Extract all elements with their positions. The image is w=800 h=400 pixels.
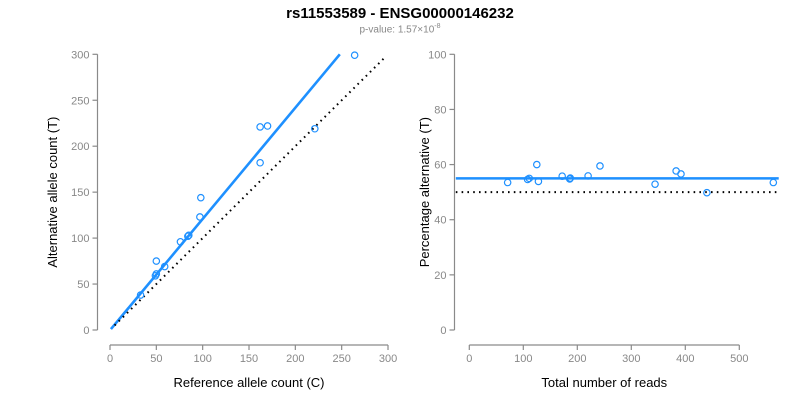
data-point (152, 257, 161, 265)
y-tick-label: 80 (434, 104, 446, 116)
right-scatter-plot: 0 20 40 60 80 100 0 100 200 300 400 500 Total number… (417, 49, 779, 390)
y-axis-title: Alternative allele count (T) (45, 117, 60, 268)
data-point (160, 262, 169, 271)
data-point (256, 123, 264, 131)
x-tick-label: 500 (730, 353, 748, 365)
data-point (176, 237, 185, 246)
x-tick-label: 200 (286, 353, 304, 365)
data-point (152, 270, 161, 278)
data-point (703, 188, 711, 197)
y-tick-label: 0 (83, 325, 89, 337)
pvalue-text: p-value: 1.57×10 (359, 24, 435, 36)
x-tick-label: 400 (676, 353, 694, 365)
data-point (263, 122, 272, 130)
data-point (534, 177, 543, 186)
x-axis-title: Total number of reads (541, 375, 667, 390)
x-tick-label: 300 (379, 353, 397, 365)
data-point (184, 231, 193, 240)
data-point (525, 174, 534, 183)
y-tick-label: 40 (434, 215, 446, 227)
y-tick-label: 50 (77, 279, 89, 291)
data-point (523, 175, 532, 184)
y-tick-label: 200 (71, 141, 89, 153)
data-point (184, 232, 192, 241)
x-tick-label: 150 (240, 353, 258, 365)
x-tick-label: 100 (193, 353, 211, 365)
x-tick-label: 50 (150, 353, 162, 365)
data-point (566, 174, 575, 182)
x-tick-label: 100 (514, 353, 532, 365)
y-tick-label: 300 (71, 49, 89, 61)
x-axis-title: Reference allele count (C) (173, 375, 324, 390)
x-tick-label: 0 (466, 353, 472, 365)
data-point (311, 124, 319, 133)
x-tick-label: 300 (622, 353, 640, 365)
data-point (677, 170, 685, 178)
data-point (197, 193, 205, 202)
y-tick-label: 250 (71, 95, 89, 107)
x-tick-label: 250 (332, 353, 350, 365)
data-point (136, 291, 145, 299)
y-tick-label: 20 (434, 270, 446, 282)
y-axis-title: Percentage alternative (T) (417, 117, 432, 267)
y-tick-label: 100 (428, 49, 446, 61)
regression-line (109, 53, 341, 330)
y-tick-label: 60 (434, 160, 446, 172)
y-tick-label: 0 (440, 325, 446, 337)
data-point (503, 178, 512, 187)
data-point (532, 160, 541, 169)
data-point (769, 178, 778, 187)
x-tick-label: 0 (107, 353, 113, 365)
y-tick-label: 100 (71, 233, 89, 245)
data-point (584, 172, 592, 180)
pvalue-subtitle: p-value: 1.57×10-8 (0, 23, 800, 35)
pvalue-exponent: -8 (434, 23, 441, 30)
data-point (196, 213, 204, 221)
data-point (596, 162, 604, 170)
page-title: rs11553589 - ENSG00000146232 (286, 5, 514, 22)
data-point (651, 180, 659, 188)
data-point (350, 51, 359, 60)
data-point (558, 172, 566, 180)
left-scatter-plot: 0 50 100 150 200 250 300 0 50 100 150 200 250 300 Refe… (45, 49, 397, 390)
data-point (256, 158, 264, 167)
identity-line (113, 55, 387, 327)
y-tick-label: 150 (71, 187, 89, 199)
x-tick-label: 200 (568, 353, 586, 365)
